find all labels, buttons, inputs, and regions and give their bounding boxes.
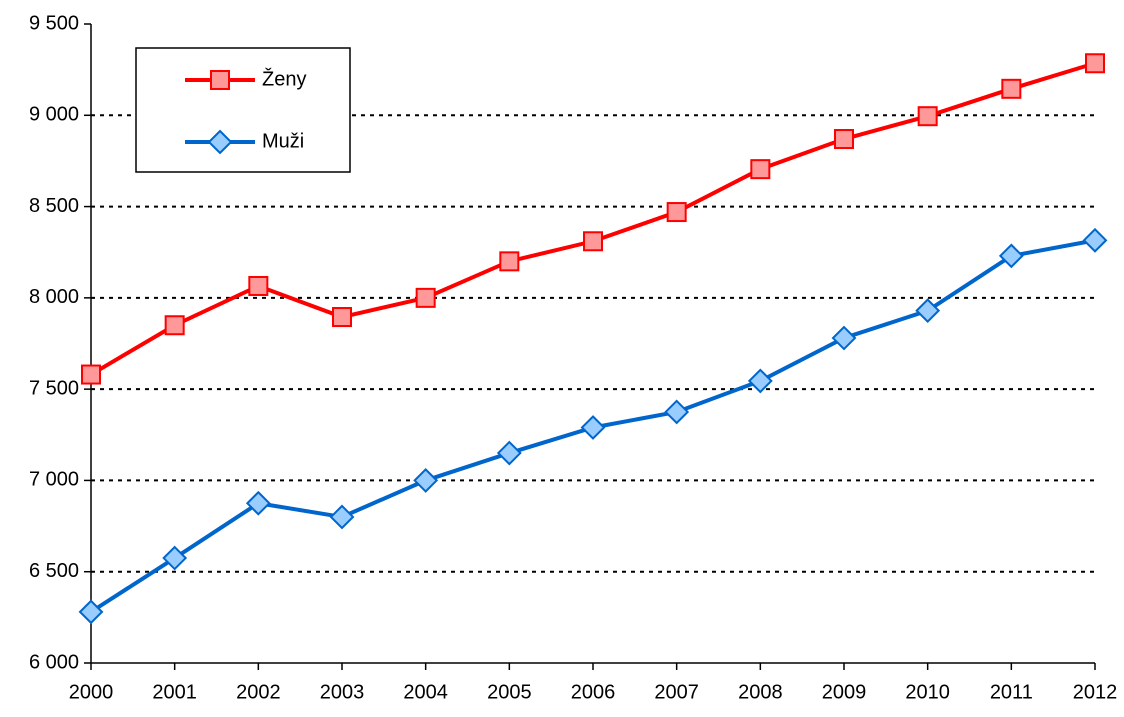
marker: [245, 490, 271, 516]
marker: [917, 106, 938, 127]
marker: [210, 70, 230, 90]
x-tick-label: 2004: [403, 681, 448, 703]
marker: [580, 415, 606, 440]
x-tick-label: 2009: [822, 681, 867, 703]
legend-label: Muži: [262, 130, 304, 152]
marker: [998, 243, 1024, 269]
marker: [248, 275, 269, 296]
x-tick-label: 2003: [320, 681, 365, 703]
x-tick-label: 2012: [1073, 681, 1118, 703]
y-tick-label: 9 500: [29, 12, 79, 34]
y-tick-label: 7 000: [29, 469, 79, 491]
marker: [664, 399, 690, 425]
legend-label: Ženy: [262, 67, 306, 90]
marker: [1001, 78, 1022, 99]
x-tick-label: 2001: [152, 681, 197, 703]
marker: [831, 325, 857, 351]
marker: [666, 202, 687, 223]
x-tick-label: 2002: [236, 681, 281, 703]
x-tick-label: 2010: [905, 681, 950, 703]
marker: [834, 129, 854, 150]
marker: [329, 504, 355, 530]
marker: [78, 599, 104, 625]
marker: [164, 315, 185, 336]
y-tick-label: 6 000: [29, 651, 79, 673]
marker: [750, 159, 771, 180]
x-tick-label: 2011: [990, 681, 1033, 703]
marker: [415, 287, 436, 308]
y-tick-label: 8 000: [29, 286, 79, 308]
marker: [1085, 53, 1105, 74]
x-tick-label: 2005: [487, 681, 532, 703]
marker: [332, 307, 352, 328]
marker: [496, 440, 522, 466]
marker: [583, 231, 603, 252]
legend-box: [135, 47, 351, 173]
x-tick-label: 2000: [69, 681, 114, 703]
x-tick-label: 2006: [571, 681, 616, 703]
x-tick-label: 2008: [738, 681, 783, 703]
marker: [747, 368, 773, 394]
y-tick-label: 8 500: [29, 195, 79, 217]
marker: [1082, 227, 1108, 253]
marker: [413, 468, 439, 493]
marker: [499, 251, 520, 272]
marker: [162, 545, 188, 571]
y-tick-label: 9 000: [29, 104, 79, 126]
y-tick-label: 6 500: [29, 560, 79, 582]
x-tick-label: 2007: [654, 681, 699, 703]
marker: [915, 298, 941, 324]
marker: [81, 364, 101, 385]
marker: [207, 129, 233, 155]
y-tick-label: 7 500: [29, 377, 79, 399]
